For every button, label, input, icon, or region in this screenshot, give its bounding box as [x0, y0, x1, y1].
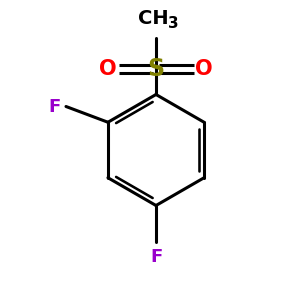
Text: O: O: [99, 59, 117, 79]
Text: S: S: [147, 57, 165, 81]
Text: O: O: [195, 59, 213, 79]
Text: F: F: [150, 248, 162, 266]
Text: CH: CH: [138, 10, 168, 28]
Text: 3: 3: [168, 16, 178, 31]
Text: F: F: [48, 98, 60, 116]
